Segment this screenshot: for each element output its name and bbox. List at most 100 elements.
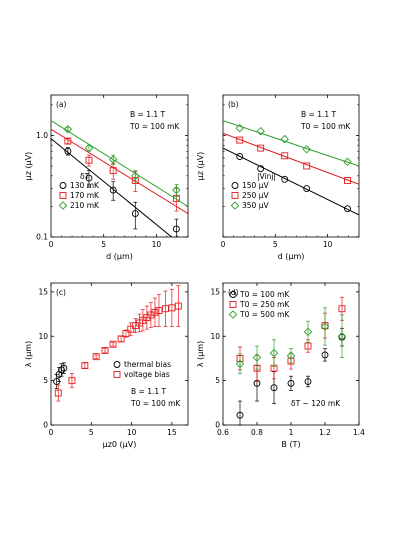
legend-title: |Vinj|: [257, 172, 276, 181]
y-axis-label: λ (µm): [24, 341, 33, 367]
data-point: [303, 327, 313, 337]
data-point: [174, 302, 182, 310]
y-axis-label: μz (µV): [196, 152, 205, 181]
data-point: [60, 364, 68, 372]
panel-c: 0 5 10 15 0 5 10 15 μz0 (µV) λ (µm) (c) B = 1.1 T T0…: [24, 282, 189, 449]
legend-title: δT: [80, 172, 90, 181]
panel-label: (c): [56, 288, 66, 297]
data-point: [101, 347, 109, 354]
data-point: [92, 353, 100, 361]
data-point: [321, 351, 329, 359]
data-point: [54, 389, 62, 397]
legend-marker: [230, 201, 240, 210]
x-tick-label: 1: [289, 428, 294, 437]
y-tick-label: 15: [38, 287, 48, 296]
y-tick-label: 10: [38, 332, 48, 341]
legend-marker: [228, 310, 238, 319]
series-circle: [53, 362, 68, 389]
data-point: [236, 411, 244, 419]
data-point: [84, 143, 94, 153]
series-diamond: [51, 120, 188, 207]
data-point: [281, 175, 289, 183]
data-point: [172, 225, 180, 233]
data-point: [280, 134, 289, 144]
legend-marker: [113, 371, 121, 378]
data-point: [303, 185, 311, 192]
data-point: [269, 348, 279, 358]
legend-label: 250 µV: [242, 191, 269, 200]
y-axis-label: λ (µm): [196, 341, 205, 367]
x-tick-label: 1.4: [353, 428, 365, 437]
legend-label: 210 mK: [70, 201, 100, 210]
data-point: [344, 205, 351, 213]
legend-label: T0 = 100 mK: [239, 290, 290, 299]
data-point: [286, 351, 296, 361]
data-point: [252, 353, 262, 362]
data-point: [236, 153, 244, 160]
data-point: [64, 137, 72, 145]
annotation: T0 = 100 mK: [300, 122, 351, 131]
legend-marker: [231, 182, 239, 189]
annotation: B = 1.1 T: [130, 110, 166, 119]
legend-label: 130 mK: [70, 181, 100, 190]
data-point: [117, 335, 125, 343]
fit-line: [51, 120, 188, 207]
data-point: [85, 156, 93, 164]
legend-label: T0 = 250 mK: [239, 300, 290, 309]
data-point: [131, 171, 140, 181]
data-point: [281, 152, 289, 160]
data-point: [304, 342, 312, 350]
data-point: [338, 305, 346, 313]
data-point: [344, 177, 351, 184]
x-tick-label: 5: [273, 240, 278, 249]
data-point: [270, 384, 278, 392]
legend-marker: [58, 201, 68, 210]
x-tick-label: 0.8: [251, 428, 263, 437]
data-point: [109, 167, 117, 175]
data-point: [235, 123, 244, 133]
panel-label: (d): [228, 288, 239, 297]
x-tick-label: 15: [167, 428, 177, 437]
data-point: [151, 308, 159, 316]
x-tick-label: 0: [49, 428, 54, 437]
data-point: [63, 125, 73, 134]
fit-line: [223, 120, 359, 167]
fit-line: [223, 147, 359, 216]
data-point: [287, 379, 295, 387]
y-tick-label: 0.1: [36, 233, 48, 242]
panel-b: 0 5 10 d (µm) μz (µV) (b) B = 1.1 T T0 = 100 mK…: [196, 94, 360, 261]
x-tick-label: 10: [323, 240, 333, 249]
fit-line: [51, 128, 188, 215]
x-tick-label: 1.2: [319, 428, 331, 437]
data-point: [303, 162, 311, 170]
series-square: [223, 132, 359, 185]
y-tick-label: 1.0: [36, 131, 48, 140]
y-tick-label: 5: [215, 376, 220, 385]
fit-line: [223, 132, 359, 185]
data-point: [304, 378, 312, 385]
data-point: [236, 136, 244, 144]
y-tick-label: 0: [43, 421, 48, 430]
x-tick-label: 10: [127, 428, 137, 437]
data-point: [85, 174, 93, 182]
data-point: [68, 377, 76, 385]
data-point: [81, 362, 89, 369]
annotation: B = 1.1 T: [131, 387, 167, 396]
legend-label: 350 µV: [242, 201, 269, 210]
data-point: [257, 165, 265, 173]
panel-a: 0 5 10 0.1 1.0 d (µm) μz (µV) (a) B = 1.1 T T0 = …: [24, 94, 189, 261]
panel-label: (a): [56, 100, 67, 109]
series-diamond: [235, 307, 347, 374]
fit-line: [51, 138, 173, 237]
data-point: [235, 359, 245, 368]
legend-marker: [59, 182, 67, 189]
data-point: [257, 144, 265, 152]
series-circle: [51, 138, 180, 238]
x-tick-label: 5: [101, 240, 106, 249]
legend-marker: [113, 361, 121, 368]
data-point: [64, 147, 72, 155]
data-point: [302, 145, 311, 154]
y-tick-label: 15: [210, 287, 220, 296]
x-tick-label: 0: [221, 240, 226, 249]
